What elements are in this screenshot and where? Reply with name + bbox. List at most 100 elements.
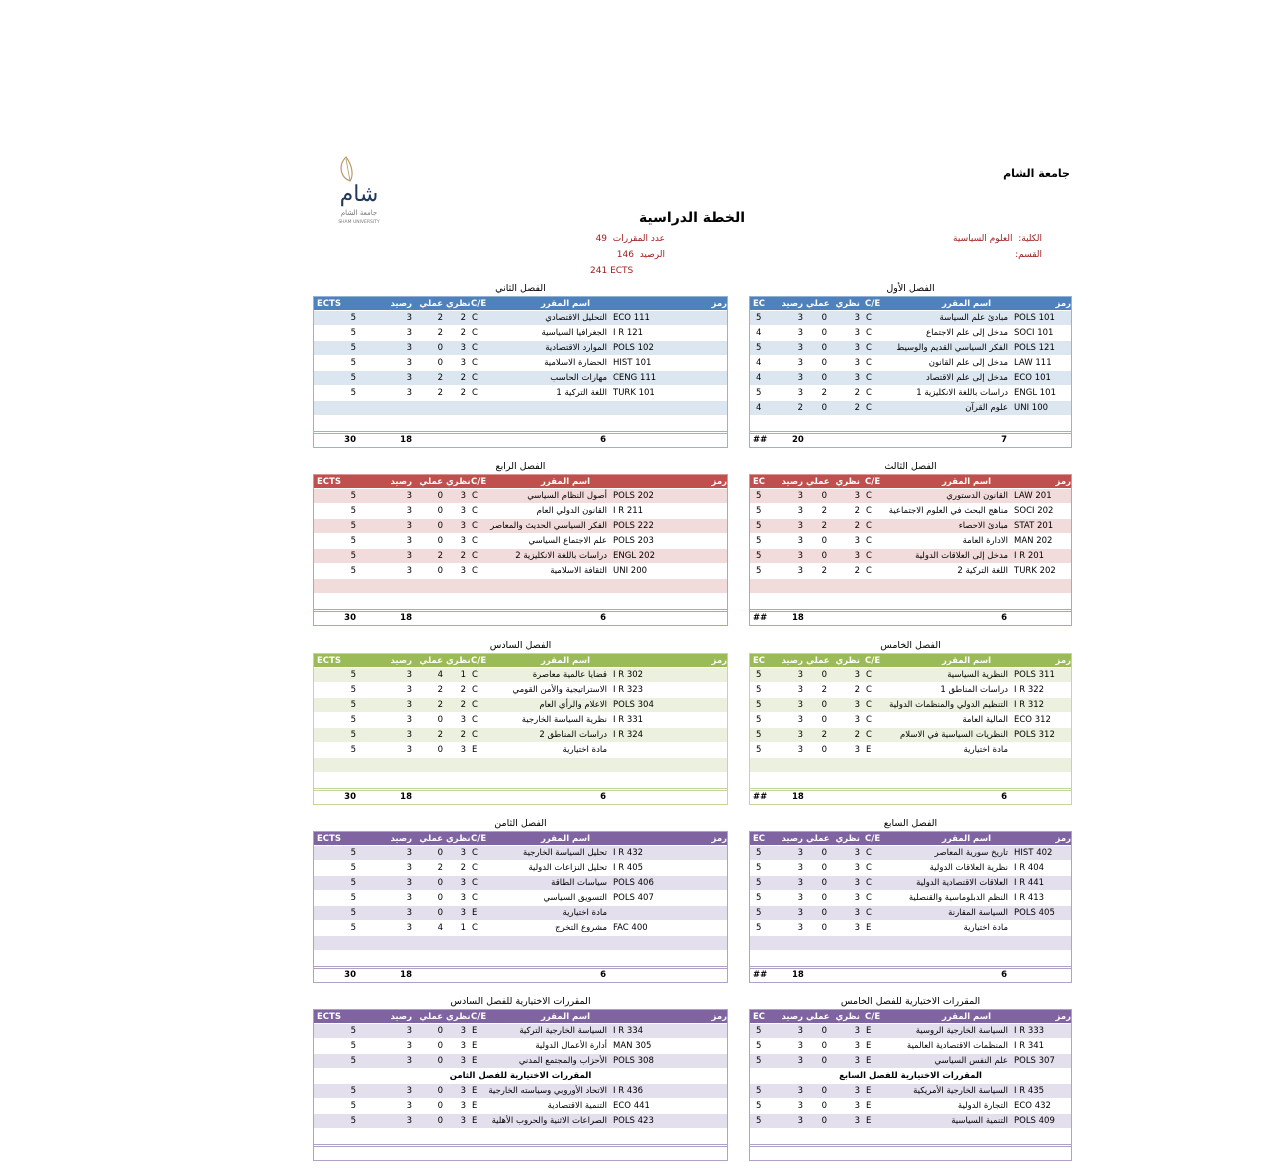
course-practical: 2 — [437, 551, 443, 561]
course-name: السياسة المقارنة — [948, 908, 1008, 918]
course-code: UNI 100 — [1014, 403, 1049, 413]
col-header-ects: EC — [753, 656, 766, 666]
course-name: الحضارة الاسلامية — [544, 358, 607, 368]
course-code: ENGL 101 — [1014, 388, 1056, 398]
course-practical: 0 — [821, 1026, 827, 1036]
course-code — [1011, 921, 1073, 935]
col-header-practical: عملي — [806, 477, 830, 487]
course-ects: 5 — [350, 878, 356, 888]
col-header-theory: نظري — [446, 656, 471, 666]
course-type: C — [472, 313, 478, 323]
course-practical: 0 — [821, 313, 827, 323]
course-ects: 5 — [350, 1026, 356, 1036]
semester-block: الفصل السابع EC رصيد عملي نظري C/E اسم المقرر ر… — [749, 816, 1072, 983]
course-ects: 5 — [756, 730, 762, 740]
course-name: اللغة التركية 1 — [556, 388, 607, 398]
course-ects: 5 — [350, 700, 356, 710]
course-name: الصراعات الاثنية والحروب الأهلية — [491, 1116, 607, 1126]
course-row: 5 3 0 3 E مادة اختيارية — [750, 921, 1071, 936]
semester-block: الفصل الأول EC رصيد عملي نظري C/E اسم المقرر رم… — [749, 281, 1072, 448]
course-name: علم الاجتماع السياسي — [528, 536, 607, 546]
course-practical: 0 — [437, 566, 443, 576]
course-theory: 2 — [854, 730, 860, 740]
course-theory: 3 — [460, 566, 466, 576]
course-ects: 5 — [350, 1086, 356, 1096]
course-name: الاعلام والرأي العام — [539, 700, 607, 710]
course-type: C — [866, 313, 872, 323]
empty-row — [314, 1129, 727, 1144]
course-ects: 5 — [756, 343, 762, 353]
course-code: I R 333 — [1014, 1026, 1045, 1036]
course-ects: 4 — [756, 358, 762, 368]
course-type: C — [472, 388, 478, 398]
course-credit: 3 — [797, 551, 803, 561]
course-credit: 3 — [406, 745, 412, 755]
col-header-practical: عملي — [806, 834, 830, 844]
course-name: علم النفس السياسي — [934, 1056, 1009, 1066]
col-header-name: اسم المقرر — [942, 1012, 991, 1022]
empty-row — [314, 401, 727, 416]
course-credit: 3 — [406, 566, 412, 576]
course-practical: 0 — [821, 1086, 827, 1096]
course-name: النظريات السياسية في الاسلام — [900, 730, 1008, 740]
course-name: المنظمات الاقتصادية العالمية — [906, 1041, 1008, 1051]
course-ects: 5 — [350, 551, 356, 561]
course-credit: 3 — [406, 506, 412, 516]
course-ects: 5 — [756, 551, 762, 561]
course-theory: 2 — [460, 730, 466, 740]
course-code: I R 341 — [1014, 1041, 1045, 1051]
course-credit: 3 — [797, 1026, 803, 1036]
course-name: دراسات المناطق 2 — [539, 730, 607, 740]
course-theory: 3 — [854, 1041, 860, 1051]
course-table: EC رصيد عملي نظري C/E اسم المقرر رمز 5 3 0 3 C القان… — [749, 474, 1072, 626]
course-credit: 3 — [406, 893, 412, 903]
course-type: E — [472, 745, 478, 755]
col-header-code: رمز — [1055, 1012, 1071, 1022]
total-ects: 30 — [344, 613, 356, 623]
course-credit: 3 — [406, 388, 412, 398]
course-type: C — [472, 506, 478, 516]
col-header-ce: C/E — [471, 834, 487, 844]
course-name: النظرية السياسية — [947, 670, 1008, 680]
course-credit: 3 — [406, 536, 412, 546]
course-name: السياسة الخارجية الروسية — [915, 1026, 1008, 1036]
empty-row — [314, 758, 727, 773]
course-theory: 1 — [460, 670, 466, 680]
course-code: SOCI 101 — [1014, 328, 1054, 338]
course-type: C — [866, 848, 872, 858]
course-ects: 5 — [350, 685, 356, 695]
course-code: I R 413 — [1014, 893, 1045, 903]
course-practical: 0 — [821, 551, 827, 561]
course-ects: 5 — [350, 1116, 356, 1126]
course-type: E — [472, 1101, 478, 1111]
course-code: POLS 121 — [1014, 343, 1055, 353]
course-code: I R 334 — [613, 1026, 644, 1036]
empty-total-row — [750, 1147, 1071, 1160]
empty-row — [314, 951, 727, 966]
course-type: E — [866, 745, 872, 755]
course-practical: 0 — [437, 1116, 443, 1126]
course-code: POLS 409 — [1014, 1116, 1055, 1126]
course-practical: 0 — [437, 343, 443, 353]
course-name: دراسات باللغة الانكليزية 2 — [515, 551, 607, 561]
col-header-ce: C/E — [471, 477, 487, 487]
course-practical: 0 — [437, 1026, 443, 1036]
course-theory: 3 — [460, 893, 466, 903]
course-code: POLS 308 — [613, 1056, 654, 1066]
double-divider — [314, 966, 727, 969]
course-practical: 0 — [821, 923, 827, 933]
course-theory: 3 — [854, 358, 860, 368]
course-type: E — [866, 1056, 872, 1066]
col-header-theory: نظري — [446, 834, 471, 844]
course-credit: 3 — [797, 670, 803, 680]
col-header-code: رمز — [1055, 477, 1071, 487]
page-title: الخطة الدراسية — [638, 210, 746, 226]
course-credit: 3 — [406, 358, 412, 368]
course-name: مادة اختيارية — [562, 908, 607, 918]
course-credit: 3 — [797, 1086, 803, 1096]
course-name: قضايا عالمية معاصرة — [532, 670, 607, 680]
course-code: TURK 202 — [1014, 566, 1056, 576]
course-credit: 2 — [797, 403, 803, 413]
col-header-ects: ECTS — [317, 834, 341, 844]
course-row: 5 3 0 3 E التنمية الاقتصادية ECO 441 — [314, 1099, 727, 1114]
